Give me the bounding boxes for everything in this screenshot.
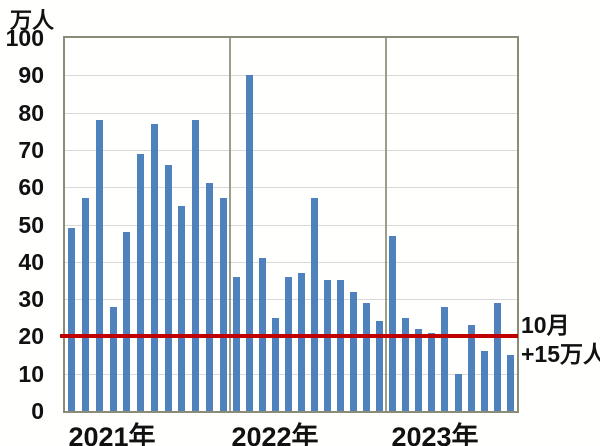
bar-2023年-7 — [467, 325, 475, 411]
y-tick-label: 50 — [18, 211, 44, 238]
plot-area — [60, 36, 519, 413]
bar-2022年-4 — [272, 317, 279, 411]
gridline — [65, 112, 517, 114]
x-label-2021: 2021年 — [68, 422, 156, 446]
bar-2023年-1 — [389, 235, 397, 411]
bar-2022年-6 — [298, 273, 305, 411]
bar-2022年-1 — [233, 276, 240, 411]
x-label-2022: 2022年 — [231, 422, 319, 446]
y-tick-label: 70 — [18, 136, 44, 163]
bar-2023年-6 — [454, 373, 462, 411]
bar-2022年-7 — [311, 198, 318, 411]
bar-2021年-12 — [219, 198, 227, 411]
bar-2023年-10 — [506, 355, 514, 411]
bar-2021年-9 — [178, 205, 186, 411]
y-tick-label: 100 — [5, 25, 44, 51]
gridline — [65, 75, 517, 77]
reference-line — [60, 334, 518, 339]
x-label-2023: 2023年 — [391, 422, 479, 446]
bar-2021年-3 — [95, 120, 103, 411]
y-axis-unit-label: 万人 — [10, 8, 55, 33]
bar-2022年-2 — [246, 75, 253, 411]
gridline — [65, 149, 517, 151]
bar-2023年-5 — [441, 306, 449, 411]
bar-2021年-5 — [123, 231, 131, 411]
annotation-month: 10月 — [521, 312, 570, 338]
y-tick-label: 60 — [18, 174, 44, 201]
bar-2023年-8 — [480, 351, 488, 411]
gridline — [65, 224, 517, 226]
year-separator — [385, 38, 387, 411]
bar-2021年-1 — [68, 228, 76, 411]
bar-2023年-2 — [402, 317, 410, 411]
y-tick-label: 80 — [18, 99, 44, 126]
bar-2021年-10 — [192, 120, 200, 411]
bar-2022年-11 — [363, 302, 370, 411]
bar-2022年-10 — [350, 291, 357, 411]
bar-2021年-11 — [205, 183, 213, 411]
gridline — [65, 187, 517, 189]
y-tick-label: 20 — [18, 323, 44, 350]
y-tick-label: 30 — [18, 286, 44, 313]
y-tick-label: 90 — [18, 62, 44, 89]
bar-2021年-7 — [150, 123, 158, 411]
year-separator — [229, 38, 231, 411]
y-tick-label: 0 — [31, 398, 44, 424]
bar-2021年-8 — [164, 164, 172, 411]
bar-2023年-3 — [415, 328, 423, 411]
bar-2023年-4 — [428, 332, 436, 411]
annotation-value: +15万人 — [521, 341, 600, 367]
gridline — [65, 261, 517, 263]
bar-2022年-12 — [376, 321, 383, 411]
bar-2022年-5 — [285, 276, 292, 411]
bar-2022年-9 — [337, 280, 344, 411]
y-axis-tick-labels: 0 10 20 30 40 50 60 70 80 90 100 — [0, 0, 44, 446]
reference-line-annotation: 10月 +15万人 — [521, 311, 600, 369]
y-tick-label: 10 — [18, 360, 44, 387]
bar-2021年-4 — [109, 306, 117, 411]
bar-2023年-9 — [493, 302, 501, 411]
bar-2022年-8 — [324, 280, 331, 411]
bar-2021年-2 — [82, 198, 90, 411]
bar-2021年-6 — [137, 153, 145, 411]
y-tick-label: 40 — [18, 248, 44, 275]
